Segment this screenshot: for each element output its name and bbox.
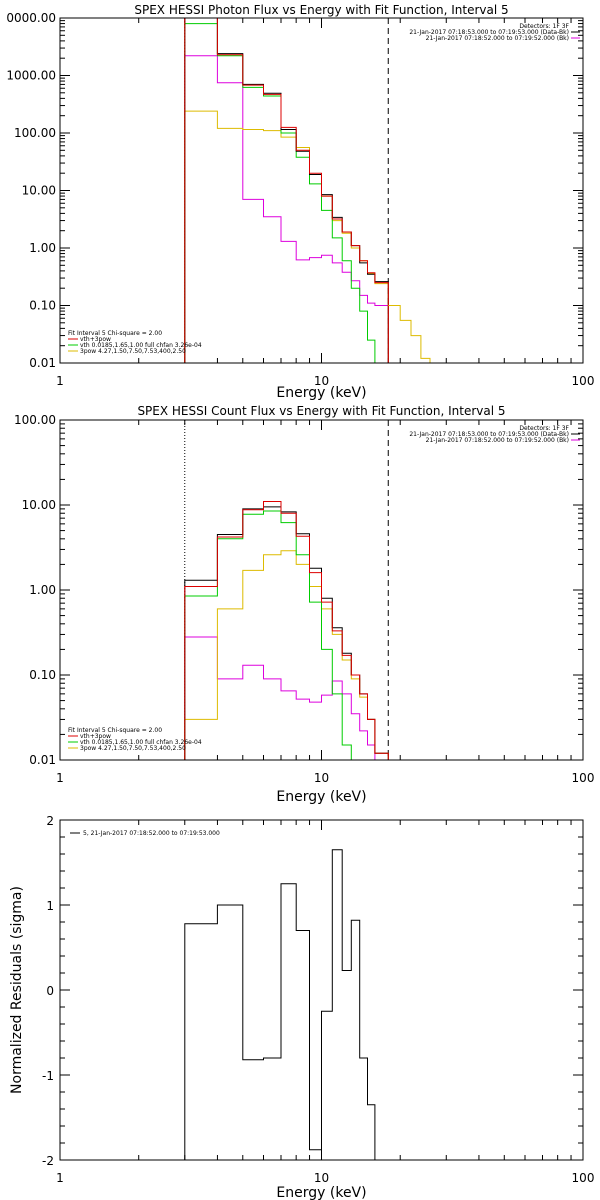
y-tick-label: 2 [46, 814, 54, 828]
y-tick-label: 10.00 [22, 184, 56, 198]
chart-title: SPEX HESSI Photon Flux vs Energy with Fi… [134, 3, 508, 17]
plot-frame [59, 819, 584, 1161]
info-line: 21-Jan-2017 07:18:53.000 to 07:19:53.000… [409, 29, 569, 36]
info-line: Detectors: 1F 3F [519, 425, 569, 432]
y-tick-label: 0000.00 [6, 11, 56, 25]
y-tick-label: 0.10 [29, 668, 56, 682]
residual-legend: 5, 21-Jan-2017 07:18:52.000 to 07:19:53.… [70, 830, 220, 837]
background-series [184, 636, 389, 760]
power-law-extension [388, 305, 431, 363]
chart-panel-2: SPEX HESSI Count Flux vs Energy with Fit… [14, 404, 594, 805]
y-tick-label: -1 [42, 1069, 54, 1083]
series-group [184, 849, 389, 1160]
series-group [184, 501, 389, 760]
thermal-series [184, 23, 389, 363]
x-tick-label: 1 [56, 771, 64, 785]
y-axis-ticks: 2 1 0 -1 -2 [42, 814, 583, 1168]
plot-frame [59, 17, 584, 364]
x-tick-label: 100 [572, 771, 595, 785]
info-line: 21-Jan-2017 07:18:53.000 to 07:19:53.000… [409, 431, 569, 438]
plot-frame [59, 419, 584, 761]
x-axis-label: Energy (keV) [276, 385, 366, 401]
data-series [184, 18, 389, 363]
x-tick-label: 1 [56, 374, 64, 388]
legend-entry: Fit Interval 5 Chi-square = 2.00 [68, 330, 162, 337]
fit-legend: Fit Interval 5 Chi-square = 2.00vth+3pow… [68, 727, 202, 752]
background-series [184, 55, 389, 363]
x-tick-label: 100 [572, 374, 595, 388]
data-series [184, 506, 389, 760]
y-axis-label: Normalized Residuals (sigma) [9, 886, 25, 1094]
legend-entry: vth 0.0185,1.65,1.00 full chfan 3.26e-04 [80, 739, 202, 746]
x-tick-label: 10 [314, 1171, 329, 1185]
power-law-series [184, 110, 389, 363]
total-fit-series [184, 18, 389, 363]
y-axis-ticks: 100.00 10.00 1.00 0.10 0.01 [14, 413, 583, 767]
info-line: 21-Jan-2017 07:18:52.000 to 07:19:52.000… [426, 437, 569, 444]
y-tick-label: 0.10 [29, 299, 56, 313]
series-group [184, 18, 431, 363]
power-law-series [184, 550, 389, 760]
y-tick-label: 0.01 [29, 753, 56, 767]
fit-legend: Fit Interval 5 Chi-square = 2.00vth+3pow… [68, 330, 202, 355]
y-tick-label: 100.00 [14, 413, 56, 427]
info-line: 21-Jan-2017 07:18:52.000 to 07:19:52.000… [426, 35, 569, 42]
legend-entry: 5, 21-Jan-2017 07:18:52.000 to 07:19:53.… [83, 830, 220, 837]
y-tick-label: -2 [42, 1154, 54, 1168]
x-tick-label: 100 [572, 1171, 595, 1185]
chart-panel-1: SPEX HESSI Photon Flux vs Energy with Fi… [6, 3, 594, 401]
x-tick-label: 1 [56, 1171, 64, 1185]
x-axis-ticks: 1 10 100 [56, 820, 594, 1185]
chart-title: SPEX HESSI Count Flux vs Energy with Fit… [137, 404, 505, 418]
y-tick-label: 1 [46, 899, 54, 913]
y-tick-label: 10.00 [22, 498, 56, 512]
x-tick-label: 10 [314, 771, 329, 785]
legend-entry: vth+3pow [80, 336, 111, 343]
y-tick-label: 100.00 [14, 126, 56, 140]
residual-series [184, 849, 389, 1160]
x-axis-label: Energy (keV) [276, 789, 366, 805]
y-tick-label: 0.01 [29, 356, 56, 370]
legend-entry: vth 0.0185,1.65,1.00 full chfan 3.26e-04 [80, 342, 202, 349]
info-line: Detectors: 1F 3F [519, 23, 569, 30]
legend-entry: Fit Interval 5 Chi-square = 2.00 [68, 727, 162, 734]
legend-entry: 3pow 4.27,1.50,7.50,7.53,400,2.50 [80, 348, 186, 355]
y-tick-label: 0 [46, 984, 54, 998]
y-tick-label: 1.00 [29, 583, 56, 597]
y-axis-ticks: 0000.00 1000.00 100.00 10.00 1.00 0.10 0.01 [6, 11, 583, 370]
x-axis-label: Energy (keV) [276, 1185, 366, 1200]
x-tick-label: 10 [314, 374, 329, 388]
y-tick-label: 1.00 [29, 241, 56, 255]
y-tick-label: 1000.00 [6, 69, 56, 83]
total-fit-series [184, 501, 389, 760]
thermal-series [184, 510, 389, 760]
legend-entry: 3pow 4.27,1.50,7.50,7.53,400,2.50 [80, 745, 186, 752]
legend-entry: vth+3pow [80, 733, 111, 740]
